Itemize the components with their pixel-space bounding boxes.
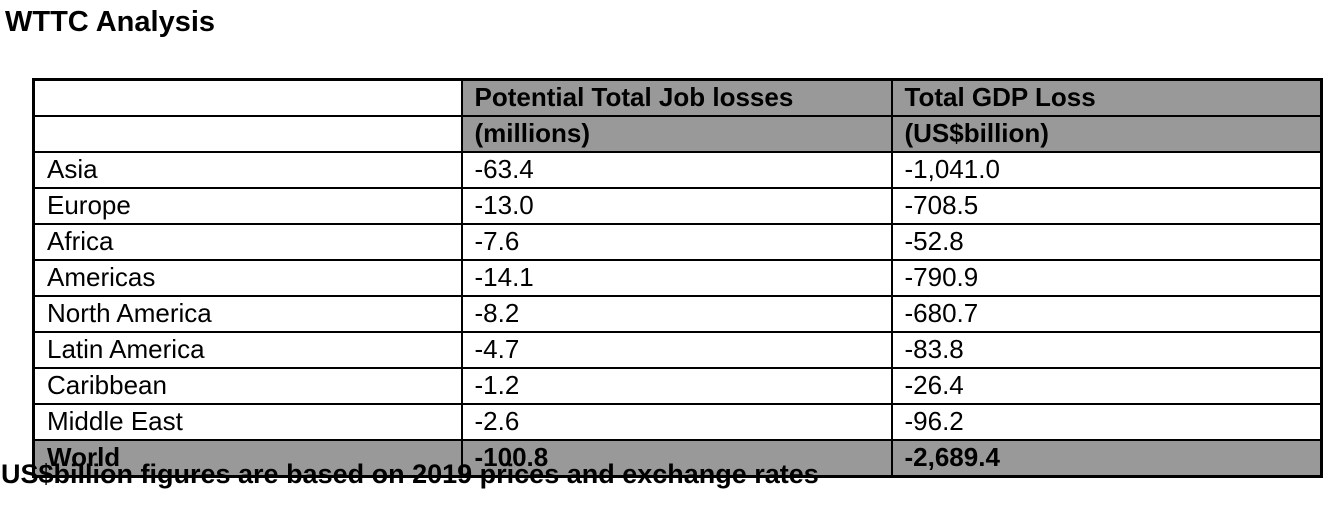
job-losses-cell: -7.6 <box>460 223 893 261</box>
wttc-analysis-table: Potential Total Job losses Total GDP Los… <box>32 78 1323 478</box>
header-blank-cell <box>32 115 463 153</box>
gdp-loss-cell: -708.5 <box>890 187 1323 225</box>
region-cell: Africa <box>32 223 463 261</box>
job-losses-cell-world: -100.8 <box>460 439 893 478</box>
job-losses-cell: -8.2 <box>460 295 893 333</box>
table-row: Americas -14.1 -790.9 <box>32 259 1323 297</box>
region-cell: Europe <box>32 187 463 225</box>
job-losses-cell: -13.0 <box>460 187 893 225</box>
gdp-loss-cell: -680.7 <box>890 295 1323 333</box>
column-unit-millions: (millions) <box>460 115 893 153</box>
table-row: Asia -63.4 -1,041.0 <box>32 151 1323 189</box>
gdp-loss-cell: -52.8 <box>890 223 1323 261</box>
column-header-gdp-loss: Total GDP Loss <box>890 78 1323 117</box>
job-losses-cell: -1.2 <box>460 367 893 405</box>
header-blank-cell <box>32 78 463 117</box>
page-title: WTTC Analysis <box>5 6 216 38</box>
region-cell: Caribbean <box>32 367 463 405</box>
gdp-loss-cell: -790.9 <box>890 259 1323 297</box>
gdp-loss-cell: -96.2 <box>890 403 1323 441</box>
table-row: Latin America -4.7 -83.8 <box>32 331 1323 369</box>
region-cell-world: World <box>32 439 463 478</box>
table-row: Middle East -2.6 -96.2 <box>32 403 1323 441</box>
gdp-loss-cell-world: -2,689.4 <box>890 439 1323 478</box>
table-row: Africa -7.6 -52.8 <box>32 223 1323 261</box>
header-row-units: (millions) (US$billion) <box>32 115 1323 153</box>
total-row-world: World -100.8 -2,689.4 <box>32 439 1323 478</box>
region-cell: Latin America <box>32 331 463 369</box>
footnote: US$billion figures are based on 2019 pri… <box>1 459 819 489</box>
region-cell: North America <box>32 295 463 333</box>
gdp-loss-cell: -1,041.0 <box>890 151 1323 189</box>
job-losses-cell: -4.7 <box>460 331 893 369</box>
table-row: North America -8.2 -680.7 <box>32 295 1323 333</box>
region-cell: Middle East <box>32 403 463 441</box>
table-row: Caribbean -1.2 -26.4 <box>32 367 1323 405</box>
gdp-loss-cell: -26.4 <box>890 367 1323 405</box>
job-losses-cell: -2.6 <box>460 403 893 441</box>
gdp-loss-cell: -83.8 <box>890 331 1323 369</box>
header-row-main: Potential Total Job losses Total GDP Los… <box>32 78 1323 117</box>
column-unit-usbillion: (US$billion) <box>890 115 1323 153</box>
job-losses-cell: -14.1 <box>460 259 893 297</box>
job-losses-cell: -63.4 <box>460 151 893 189</box>
region-cell: Asia <box>32 151 463 189</box>
column-header-job-losses: Potential Total Job losses <box>460 78 893 117</box>
region-cell: Americas <box>32 259 463 297</box>
table-row: Europe -13.0 -708.5 <box>32 187 1323 225</box>
